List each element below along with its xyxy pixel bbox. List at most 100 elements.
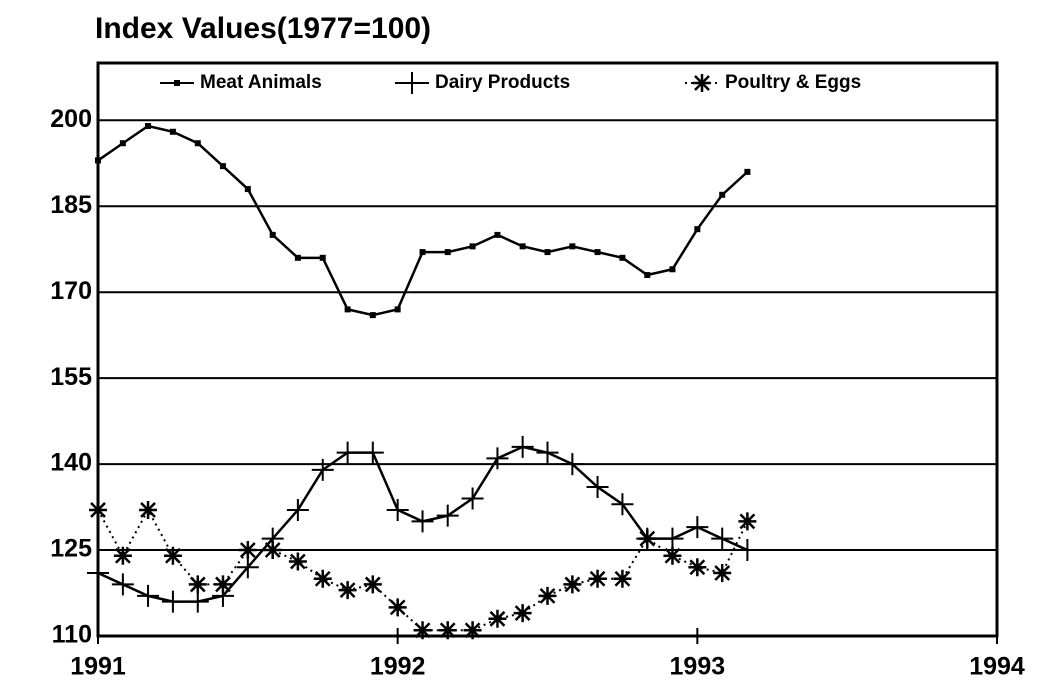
marker [561, 453, 584, 476]
marker [563, 575, 582, 594]
marker [461, 487, 484, 510]
marker-square [244, 186, 251, 193]
marker [363, 575, 382, 594]
marker [244, 186, 251, 193]
marker-plus [461, 487, 484, 510]
marker-asterisk [693, 74, 711, 92]
marker [361, 441, 384, 464]
marker [95, 157, 101, 164]
marker [661, 527, 684, 550]
marker [169, 128, 176, 135]
marker-square [344, 306, 351, 313]
y-tick-label: 110 [52, 621, 92, 649]
marker-plus [411, 510, 434, 533]
marker-square [519, 243, 526, 250]
marker [213, 575, 232, 594]
marker-square [419, 249, 426, 256]
marker [163, 546, 182, 565]
marker-square [145, 123, 152, 130]
marker-asterisk [263, 541, 282, 560]
marker [513, 604, 532, 623]
marker [536, 441, 559, 464]
marker-plus [486, 447, 509, 470]
marker-asterisk [488, 609, 507, 628]
marker [538, 586, 557, 605]
y-tick-label: 170 [50, 277, 92, 305]
marker-asterisk [563, 575, 582, 594]
marker-asterisk [188, 575, 207, 594]
marker [269, 231, 276, 238]
marker [519, 243, 526, 250]
marker [188, 575, 207, 594]
x-tick-label: 1993 [670, 653, 726, 681]
marker-plus [286, 498, 309, 521]
marker [238, 541, 257, 560]
x-tick-label: 1994 [969, 653, 1025, 681]
marker-square [694, 226, 701, 233]
marker-square [494, 231, 501, 238]
marker [419, 249, 426, 256]
marker [386, 498, 409, 521]
series-line [97, 124, 749, 317]
marker [594, 249, 601, 256]
marker-plus [361, 441, 384, 464]
marker-plus [736, 539, 759, 562]
marker [89, 500, 107, 519]
marker [413, 621, 432, 640]
marker-asterisk [738, 512, 757, 531]
marker-plus [311, 458, 334, 481]
marker [338, 581, 357, 600]
marker [336, 441, 359, 464]
marker-plus [661, 527, 684, 550]
marker [588, 569, 607, 588]
marker-square [744, 168, 751, 175]
marker [463, 621, 482, 640]
marker-square [544, 249, 551, 256]
marker [444, 249, 451, 256]
marker [469, 243, 476, 250]
marker-plus [686, 516, 709, 539]
marker [401, 72, 423, 94]
marker-square [569, 243, 576, 250]
marker-square [174, 80, 180, 86]
marker-asterisk [163, 546, 182, 565]
marker-asterisk [363, 575, 382, 594]
marker-asterisk [338, 581, 357, 600]
marker-asterisk [388, 598, 407, 617]
marker-square [319, 254, 326, 261]
marker [311, 458, 334, 481]
marker-square [619, 254, 626, 261]
marker-plus [711, 527, 734, 550]
marker-asterisk [713, 563, 732, 582]
marker [611, 493, 634, 516]
y-tick-label: 125 [50, 535, 92, 563]
marker [111, 573, 134, 596]
marker [686, 516, 709, 539]
marker-plus [401, 72, 423, 94]
marker [613, 569, 632, 588]
marker [694, 226, 701, 233]
marker-asterisk [313, 569, 332, 588]
marker-asterisk [663, 546, 682, 565]
marker-square [369, 312, 376, 319]
marker [644, 272, 651, 279]
marker-plus [137, 584, 160, 607]
marker [569, 243, 576, 250]
marker-asterisk [463, 621, 482, 640]
legend-label: Meat Animals [200, 72, 322, 93]
y-tick-label: 185 [50, 191, 92, 219]
series-line [97, 507, 749, 632]
marker [139, 500, 158, 519]
marker [744, 168, 751, 175]
marker [688, 558, 707, 577]
marker [145, 123, 152, 130]
marker-asterisk [238, 541, 257, 560]
chart-title: Index Values(1977=100) [95, 12, 431, 45]
legend-label: Poultry & Eggs [725, 72, 861, 93]
x-tick-label: 1992 [370, 653, 426, 681]
marker [619, 254, 626, 261]
marker-plus [336, 441, 359, 464]
marker-asterisk [688, 558, 707, 577]
y-tick-label: 140 [50, 449, 92, 477]
marker [313, 569, 332, 588]
